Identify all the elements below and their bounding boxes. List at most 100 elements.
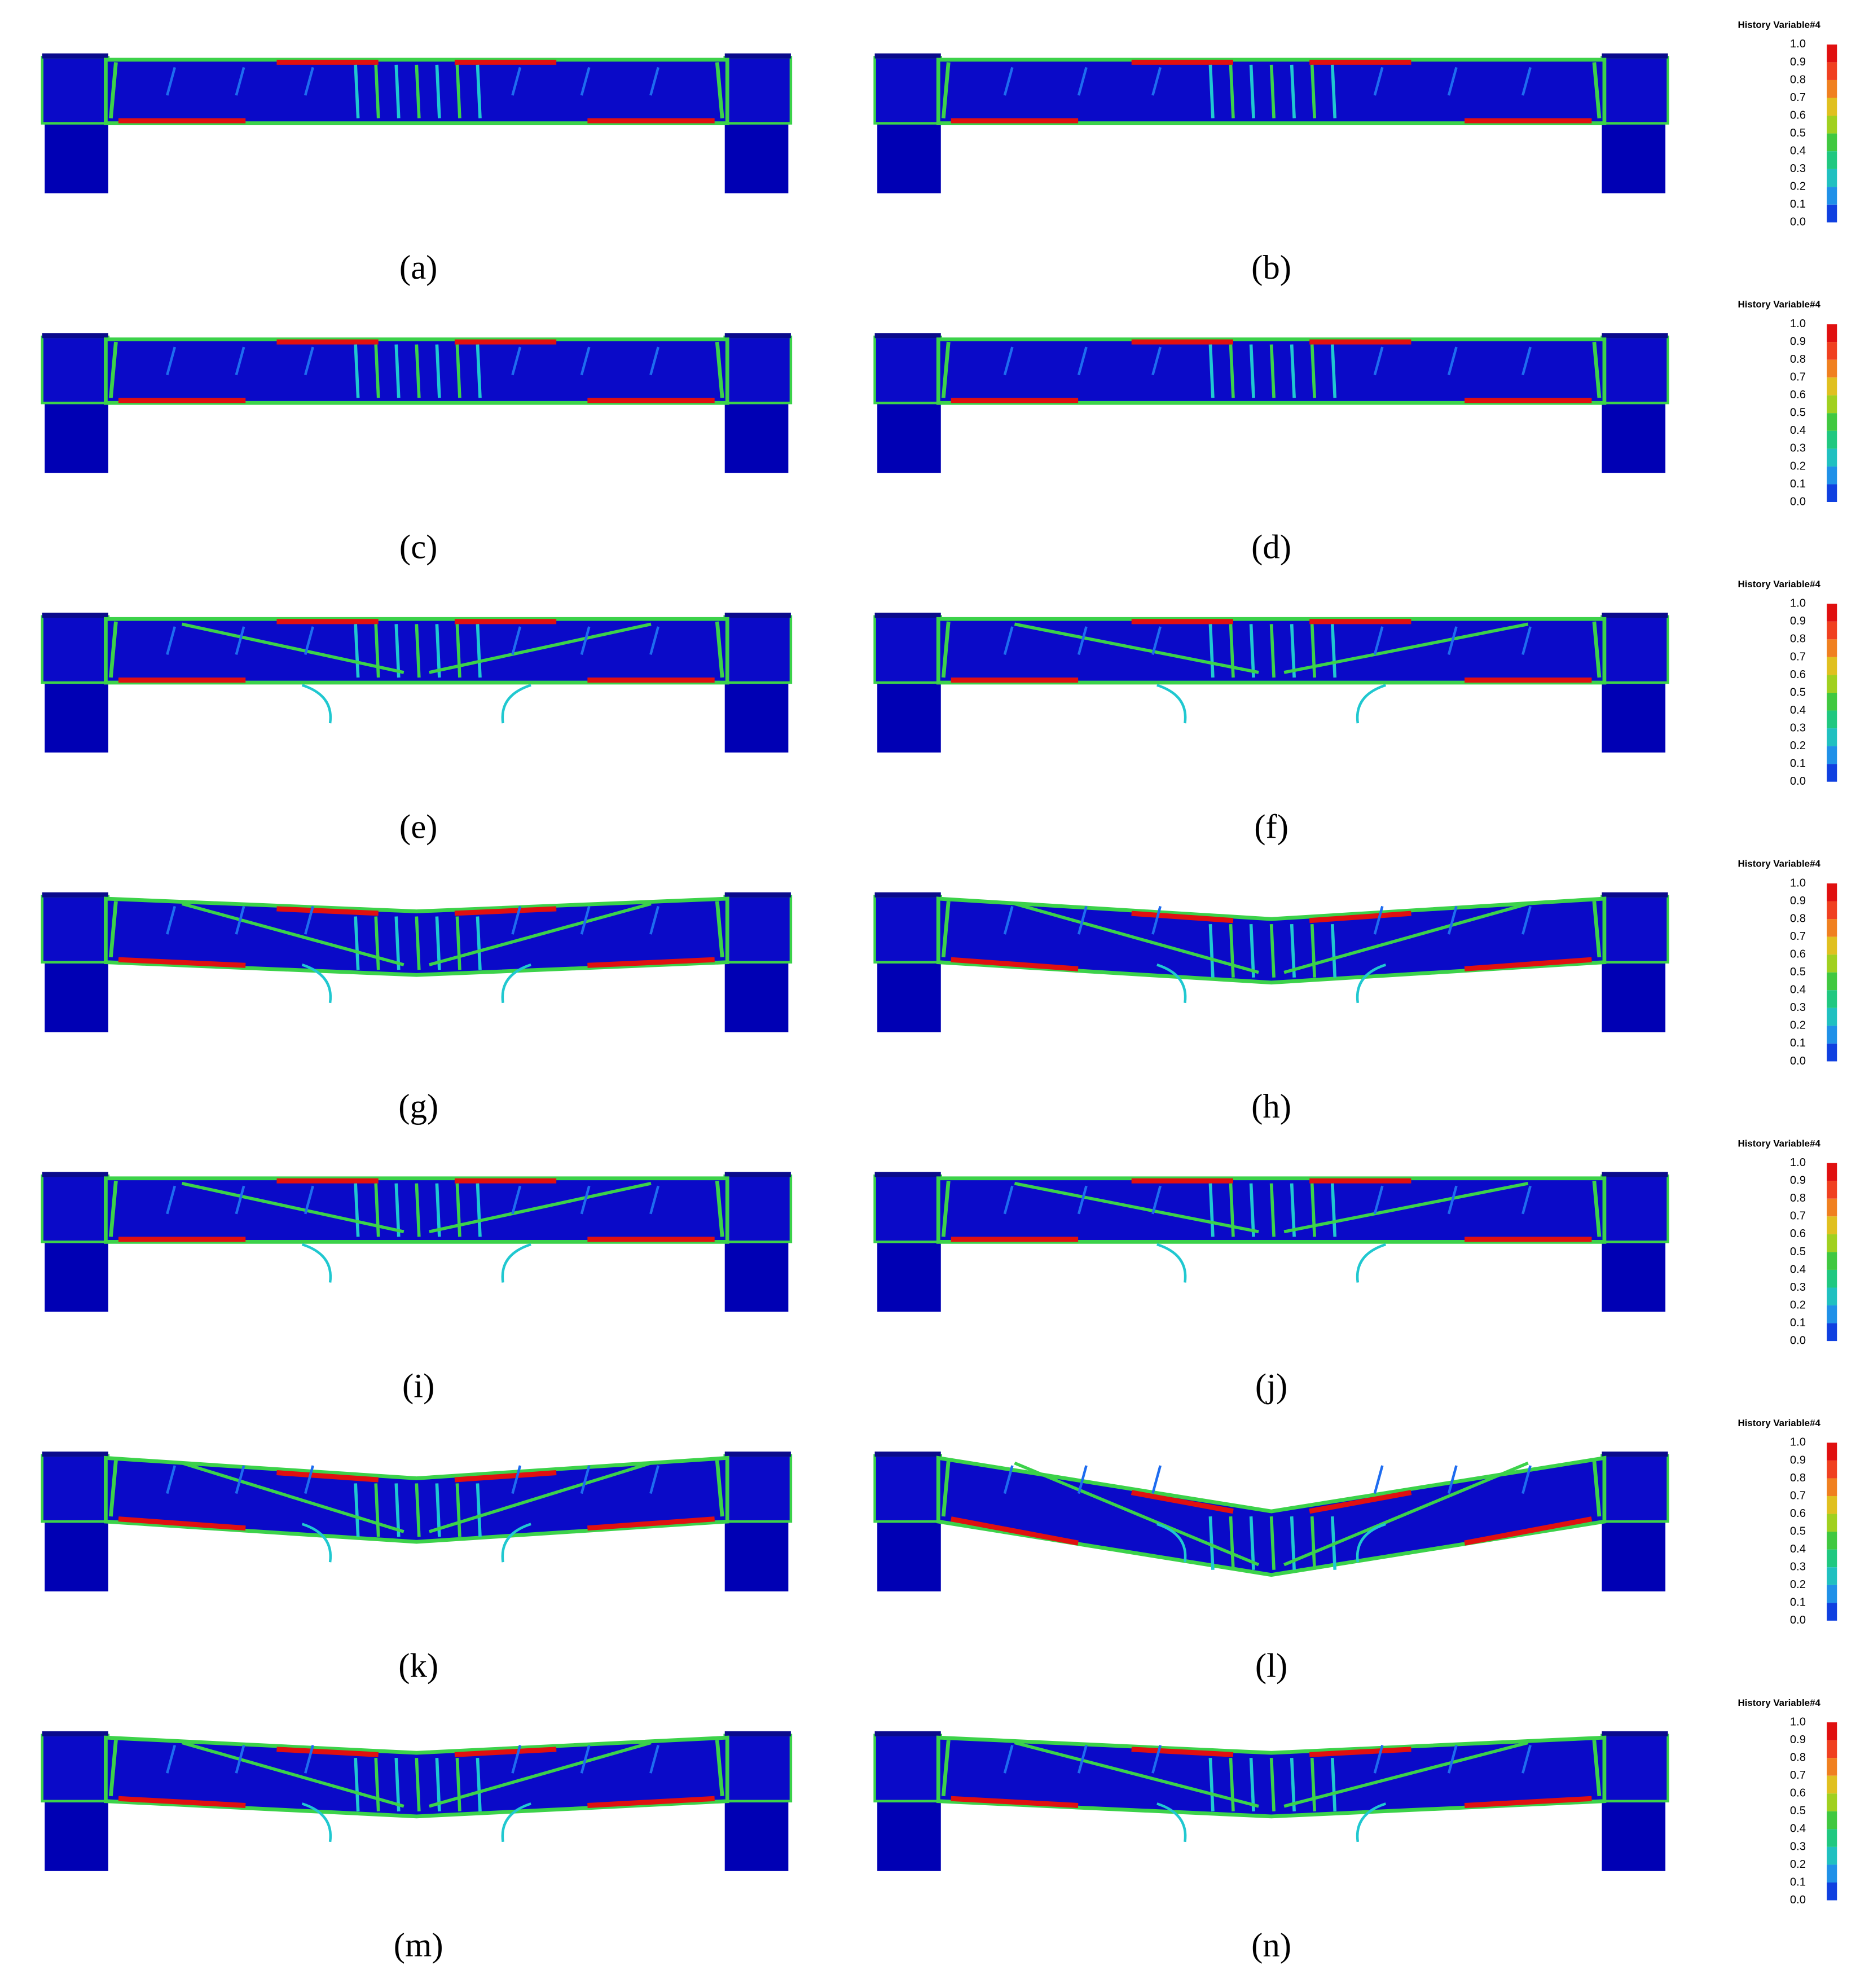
crack xyxy=(511,905,522,935)
crack xyxy=(1208,1758,1215,1811)
diagonal-crack xyxy=(181,902,404,966)
damage-strip xyxy=(454,1470,557,1483)
colorbar-segment xyxy=(1827,764,1837,782)
legend-tick: 0.7 xyxy=(1790,1210,1806,1222)
crack xyxy=(166,1745,177,1774)
legend-tick: 0.0 xyxy=(1790,495,1806,508)
colorbar-segment xyxy=(1827,413,1837,431)
end-crack xyxy=(941,341,951,398)
legend-tick: 0.8 xyxy=(1790,73,1806,86)
crack xyxy=(166,626,177,655)
crack xyxy=(415,1483,421,1537)
legend-title: History Variable#4 xyxy=(1738,1418,1821,1428)
legend-tick: 0.6 xyxy=(1790,1228,1806,1240)
colorbar-segment xyxy=(1827,1216,1837,1234)
crack xyxy=(1310,64,1317,118)
diagonal-crack xyxy=(429,1741,652,1808)
legend-tick: 0.7 xyxy=(1790,371,1806,384)
crack xyxy=(1447,346,1458,376)
spall-fragment xyxy=(1356,1523,1387,1563)
support xyxy=(724,962,789,1032)
spall-fragment xyxy=(501,964,531,1004)
legend-tick: 0.0 xyxy=(1790,216,1806,228)
colorbar-segment xyxy=(1827,116,1837,134)
column xyxy=(1600,895,1669,964)
legend-tick: 0.8 xyxy=(1790,1752,1806,1764)
legend-tick: 0.6 xyxy=(1790,668,1806,681)
column-cap xyxy=(874,1452,941,1457)
colorbar-segment xyxy=(1827,657,1837,675)
support xyxy=(45,403,108,473)
crack xyxy=(1208,923,1215,978)
crack xyxy=(1208,64,1215,118)
crack xyxy=(1290,344,1296,398)
crack xyxy=(476,344,482,398)
column-cap xyxy=(1602,892,1668,898)
crack xyxy=(1269,624,1276,678)
crack xyxy=(649,67,659,96)
colorbar-segment xyxy=(1827,1549,1837,1568)
colorbar-segment xyxy=(1827,1323,1837,1342)
colorbar-segment xyxy=(1827,1442,1837,1461)
crack xyxy=(1521,626,1532,655)
diagonal-crack xyxy=(182,622,404,674)
legend-tick: 0.2 xyxy=(1790,460,1806,472)
spall-fragment xyxy=(1356,684,1387,724)
colorbar-segment xyxy=(1827,1829,1837,1847)
crack xyxy=(1269,1183,1276,1237)
colorbar-segment xyxy=(1827,883,1837,901)
column-cap xyxy=(42,613,108,618)
support xyxy=(877,1242,941,1312)
damage-strip xyxy=(587,1796,715,1808)
panel-label: (a) xyxy=(399,249,438,287)
column-cap xyxy=(42,1172,108,1177)
crack xyxy=(1003,67,1014,96)
beam-panel xyxy=(41,1452,793,1592)
crack xyxy=(394,1758,401,1811)
crack xyxy=(1447,905,1458,935)
colorbar-segment xyxy=(1827,1496,1837,1514)
crack xyxy=(1310,624,1317,678)
crack xyxy=(235,67,245,96)
colorbar-segment xyxy=(1827,1864,1837,1883)
panel-label: (d) xyxy=(1251,529,1291,566)
colorbar-segment xyxy=(1827,80,1837,98)
legend-tick: 0.8 xyxy=(1790,1472,1806,1484)
damage-strip xyxy=(118,1796,246,1808)
end-crack xyxy=(1592,901,1602,957)
legend-title: History Variable#4 xyxy=(1738,1697,1821,1708)
colorbar-segment xyxy=(1827,1793,1837,1811)
colorbar-segment xyxy=(1827,1478,1837,1497)
legend-tick: 0.6 xyxy=(1790,389,1806,401)
crack xyxy=(304,626,314,655)
support xyxy=(724,1242,789,1312)
spall-fragment xyxy=(501,684,531,724)
column-cap xyxy=(724,1172,791,1177)
damage-strip xyxy=(1131,911,1234,923)
colorbar-segment xyxy=(1827,430,1837,449)
crack xyxy=(354,1483,360,1537)
column-cap xyxy=(724,53,791,59)
legend-tick: 0.5 xyxy=(1790,686,1806,698)
crack xyxy=(476,624,482,678)
column xyxy=(873,335,943,404)
colorbar-segment xyxy=(1827,1846,1837,1865)
panel-label: (b) xyxy=(1251,249,1291,287)
damage-strip xyxy=(454,1747,557,1757)
spall-fragment xyxy=(1356,1802,1387,1842)
end-crack xyxy=(941,901,951,957)
end-crack xyxy=(1592,62,1602,118)
colorbar-segment xyxy=(1827,1234,1837,1252)
legend-tick: 0.8 xyxy=(1790,1192,1806,1204)
legend-tick: 0.4 xyxy=(1790,1263,1806,1276)
damage-strip xyxy=(951,957,1079,971)
spall-fragment xyxy=(501,1523,531,1563)
diagonal-crack xyxy=(1283,622,1529,674)
diagonal-crack xyxy=(1014,622,1259,674)
column-cap xyxy=(1602,53,1668,59)
crack xyxy=(304,905,314,935)
colorbar-segment xyxy=(1827,1532,1837,1550)
crack xyxy=(354,916,360,970)
crack xyxy=(374,1758,380,1811)
spall-fragment xyxy=(1156,1523,1187,1563)
